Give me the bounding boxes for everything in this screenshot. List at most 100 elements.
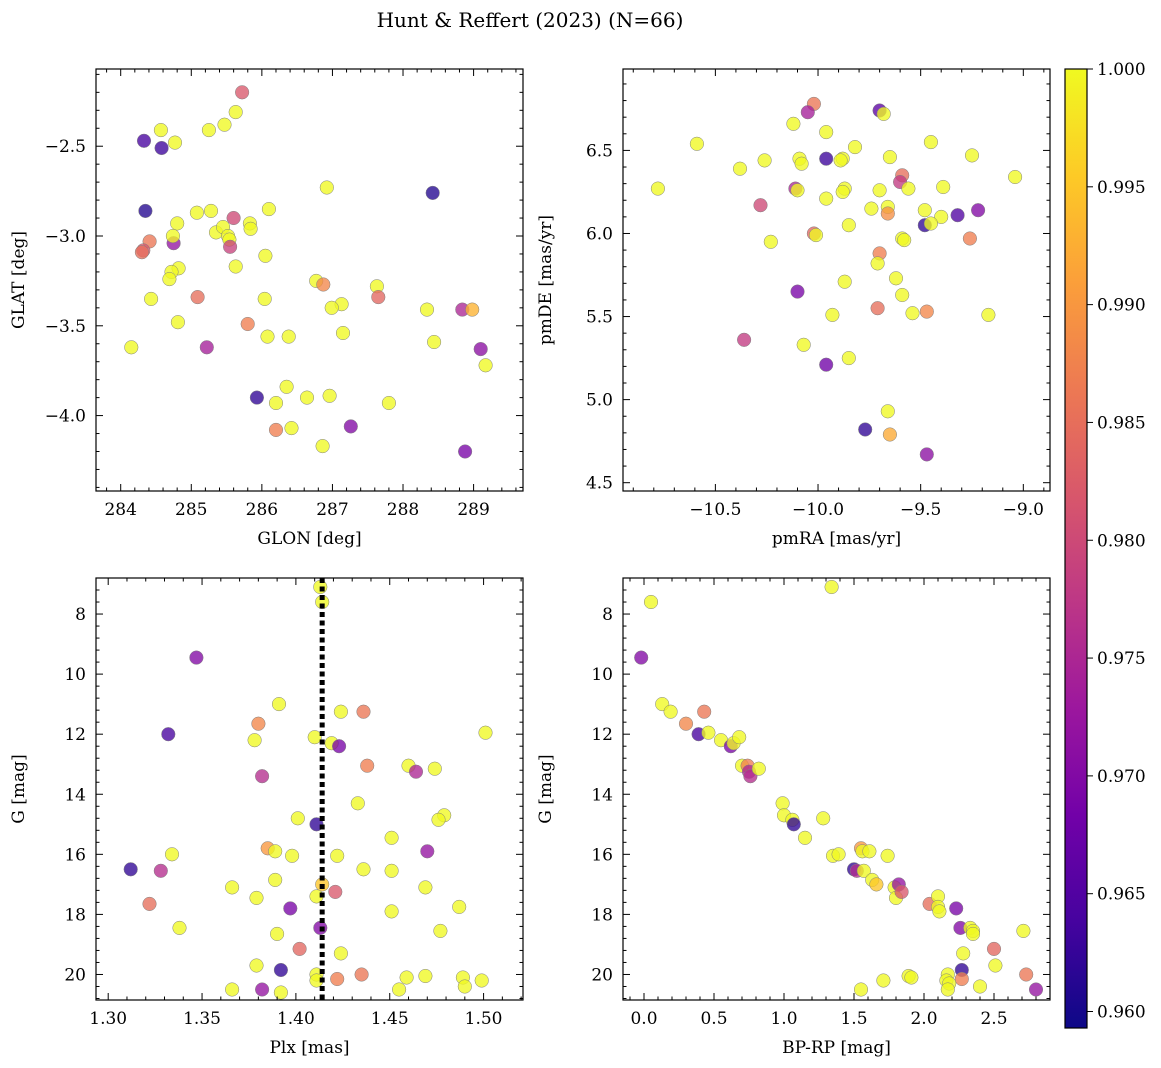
scatter-point: [354, 967, 369, 982]
scatter-point: [972, 979, 988, 994]
scatter-point: [757, 153, 772, 168]
axes-frame: [95, 577, 524, 1001]
scatter-point: [853, 982, 869, 997]
scatter-point: [678, 716, 694, 731]
scatter-point: [923, 216, 938, 231]
scatter-point: [1008, 169, 1023, 185]
scatter-point: [284, 421, 299, 436]
scatter-point: [786, 817, 801, 832]
scatter-point: [819, 357, 834, 372]
scatter-point: [824, 579, 839, 595]
scatter-point: [247, 733, 262, 748]
x-tick-label: −10.0: [792, 500, 844, 520]
scatter-point: [273, 985, 288, 1000]
scatter-point: [203, 203, 219, 218]
y-tick-label: 14: [591, 785, 613, 805]
scatter-point: [268, 395, 284, 411]
scatter-point: [350, 796, 365, 811]
scatter-point: [290, 811, 305, 826]
colorbar-tick-label: 0.985: [1097, 413, 1146, 433]
scatter-point: [268, 844, 283, 859]
y-tick-label: 18: [64, 905, 86, 925]
scatter-point: [258, 248, 273, 263]
y-tick-label: 10: [64, 665, 86, 685]
x-tick-label: 285: [175, 500, 207, 520]
scatter-point: [249, 390, 264, 405]
scatter-point: [328, 884, 343, 899]
colorbar-tick-label: 1.000: [1097, 60, 1146, 80]
y-tick-label: 18: [591, 905, 613, 925]
scatter-point: [333, 704, 348, 719]
scatter-point: [419, 302, 435, 317]
y-axis-label: GLAT [deg]: [9, 231, 29, 329]
scatter-points: [124, 85, 493, 459]
scatter-point: [819, 191, 834, 206]
y-tick-label: 8: [75, 605, 86, 625]
scatter-point: [940, 982, 955, 997]
scatter-point: [856, 863, 871, 878]
scatter-point: [880, 848, 895, 863]
scatter-point: [255, 769, 270, 784]
scatter-point: [273, 962, 288, 978]
scatter-point: [837, 274, 852, 289]
scatter-point: [162, 272, 177, 287]
scatter-point: [307, 730, 322, 745]
scatter-point: [153, 863, 168, 878]
y-tick-label: 6.5: [586, 141, 613, 161]
scatter-point: [457, 979, 472, 994]
scatter-point: [189, 205, 204, 220]
scatter-point: [689, 136, 704, 151]
scatter-point: [876, 973, 891, 988]
scatter-point: [144, 291, 159, 306]
scatter-point: [433, 923, 448, 938]
x-tick-label: 286: [246, 500, 278, 520]
scatter-points: [123, 578, 493, 1000]
scatter-point: [1019, 967, 1034, 982]
scatter-point: [869, 877, 884, 892]
scatter-panel-3: 1.30 1.35 1.40 1.45 1.50 8 10 12 14 16 18 20 Plx [ma…: [9, 577, 524, 1058]
scatter-point: [384, 863, 399, 878]
x-tick-label: 2.5: [980, 1009, 1007, 1029]
axes-frame: [622, 68, 1051, 492]
scatter-point: [880, 206, 895, 221]
scatter-point: [371, 290, 386, 305]
scatter-point: [458, 444, 473, 459]
scatter-point: [474, 973, 489, 988]
scatter-point: [882, 427, 897, 442]
scatter-point: [864, 201, 879, 216]
y-tick-label: 5.0: [586, 391, 613, 411]
scatter-point: [324, 300, 339, 315]
scatter-point: [819, 151, 834, 166]
scatter-point: [228, 259, 243, 274]
scatter-panel-1: 284 285 286 287 288 289 −2.5 −3.0 −3.5 −4.0 GLON […: [9, 68, 524, 549]
scatter-point: [956, 946, 971, 961]
scatter-point: [965, 926, 981, 941]
scatter-point: [888, 271, 904, 286]
scatter-point: [425, 185, 440, 200]
x-tick-label: 1.5: [840, 1009, 867, 1029]
scatter-point: [808, 228, 824, 243]
colorbar: 0.960 0.965 0.970 0.975 0.980 0.985 0.990 0.995…: [1064, 60, 1146, 1029]
x-tick-label: 288: [387, 500, 419, 520]
scatter-point: [356, 862, 371, 877]
scatter-point: [950, 208, 965, 223]
y-tick-label: 10: [591, 665, 613, 685]
y-tick-label: −3.5: [45, 317, 86, 337]
scatter-point: [270, 926, 285, 941]
scatter-point: [330, 971, 345, 987]
scatter-point: [164, 847, 180, 862]
scatter-point: [934, 209, 949, 224]
scatter-point: [786, 116, 801, 131]
scatter-point: [249, 890, 264, 905]
axis-ticks: [623, 577, 1051, 1000]
scatter-point: [737, 332, 752, 347]
y-tick-label: 5.5: [586, 308, 613, 328]
scatter-point: [870, 301, 885, 316]
scatter-point: [285, 848, 300, 863]
scatter-point: [816, 811, 831, 826]
x-tick-label: 1.45: [371, 1009, 409, 1029]
y-tick-label: −2.5: [45, 137, 86, 157]
scatter-point: [831, 847, 846, 862]
x-tick-label: 287: [316, 500, 348, 520]
x-axis-label: GLON [deg]: [257, 529, 361, 549]
